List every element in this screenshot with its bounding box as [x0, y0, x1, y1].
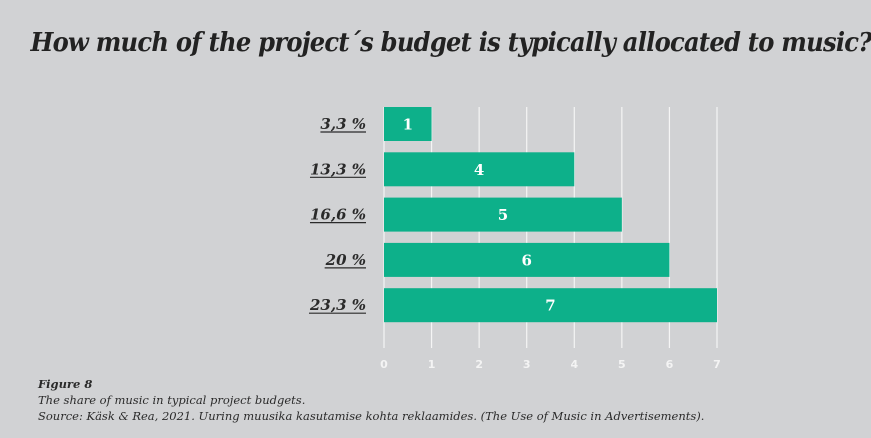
bar: [384, 288, 717, 323]
bar-value-label: 7: [545, 297, 555, 315]
x-tick-label: 2: [475, 358, 483, 371]
figure-source: Source: Käsk & Rea, 2021. Uuring muusika…: [38, 409, 705, 423]
x-tick-label: 6: [666, 358, 674, 371]
bar: [384, 242, 670, 277]
category-labels: 3,3 % 13,3 % 16,6 % 20 % 23,3 %: [308, 115, 366, 314]
bar: [384, 107, 432, 141]
bar-value-label: 6: [521, 251, 531, 269]
figure-description: The share of music in typical project bu…: [38, 393, 306, 407]
x-tick-labels: 0 1 2 3 4 5 6 7: [380, 358, 721, 371]
bar-value-label: 5: [498, 206, 508, 224]
bar-value-label: 1: [403, 116, 413, 134]
x-tick-label: 7: [713, 358, 721, 371]
x-tick-label: 0: [380, 358, 388, 371]
category-label: 20 %: [325, 251, 366, 269]
figure-caption: Figure 8 The share of music in typical p…: [38, 376, 704, 424]
bar: [384, 152, 575, 187]
x-tick-label: 5: [618, 358, 626, 371]
bar-value-label: 4: [474, 161, 484, 179]
x-tick-label: 1: [428, 358, 436, 371]
category-label: 3,3 %: [320, 115, 366, 133]
category-label: 13,3 %: [310, 160, 366, 178]
category-label: 16,6 %: [310, 206, 366, 224]
bar: [384, 197, 622, 232]
x-tick-label: 3: [523, 358, 531, 371]
figure-number: Figure 8: [38, 377, 93, 391]
chart-title: How much of the project´s budget is typi…: [30, 28, 871, 58]
x-tick-label: 4: [570, 358, 578, 371]
bars: 1 4 5 6 7: [384, 107, 717, 323]
category-label: 23,3 %: [309, 296, 366, 314]
